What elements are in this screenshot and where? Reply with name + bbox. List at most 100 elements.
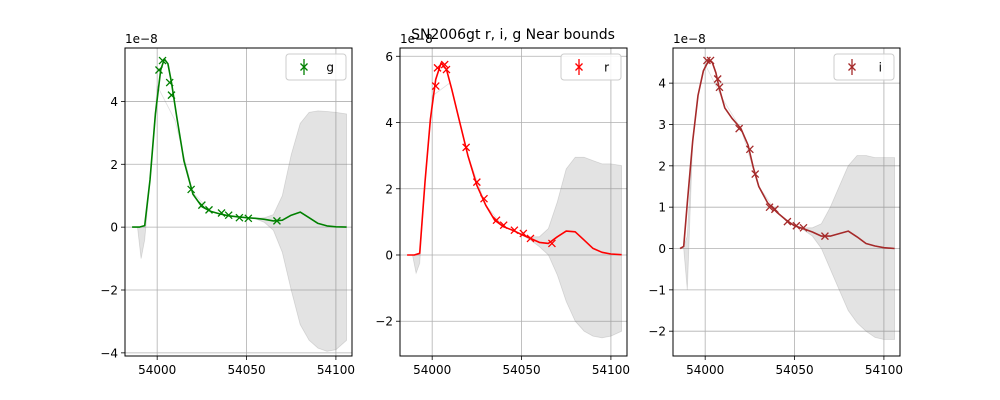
legend-label: r	[604, 61, 609, 75]
data-point-stroke	[272, 216, 281, 225]
data-point	[158, 56, 167, 65]
data-point	[155, 66, 163, 74]
data-point	[745, 145, 754, 154]
data-point	[770, 205, 779, 214]
data-point	[735, 124, 744, 133]
data-point-stroke	[480, 194, 488, 203]
data-point-stroke	[783, 217, 792, 226]
data-point-stroke	[442, 65, 451, 74]
data-point-stroke	[187, 185, 196, 194]
data-point-stroke	[197, 201, 206, 210]
data-point-stroke	[792, 221, 801, 230]
model-curve-g	[132, 58, 347, 228]
data-point-stroke	[167, 91, 176, 100]
y-tick-label: 0	[110, 221, 118, 235]
data-point	[751, 170, 760, 179]
data-point	[472, 178, 481, 187]
data-point-stroke	[224, 211, 233, 220]
uncertainty-band	[132, 84, 347, 352]
data-point-stroke	[735, 124, 744, 133]
data-point-stroke	[165, 78, 174, 87]
axes-frame	[124, 47, 353, 357]
data-point	[706, 56, 715, 65]
data-point	[272, 216, 281, 225]
data-point	[442, 65, 451, 74]
y-tick-label: −2	[648, 325, 666, 339]
y-tick-label: 2	[658, 159, 666, 173]
data-point	[235, 213, 244, 222]
plot-area	[132, 56, 347, 352]
data-point	[480, 194, 488, 203]
legend-label: i	[879, 61, 882, 75]
y-tick-label: 0	[385, 248, 393, 262]
data-point	[205, 205, 213, 214]
data-point-stroke	[462, 143, 471, 152]
x-tick-label: 54050	[502, 363, 540, 377]
plot-area	[678, 56, 895, 340]
legend-label: g	[326, 61, 334, 75]
data-point-stroke	[431, 82, 440, 91]
legend-marker	[300, 59, 308, 75]
data-point-stroke	[499, 221, 508, 230]
data-point	[703, 56, 711, 65]
y-tick-label: −2	[100, 284, 118, 298]
data-point-stroke	[526, 234, 535, 243]
panel-g-band: 54000 54050 54100 −4 −2 0 2 4 1e−8 g	[100, 32, 355, 377]
legend-box	[833, 53, 895, 81]
data-point	[715, 83, 724, 92]
data-point-stroke	[751, 170, 760, 179]
data-point	[783, 217, 792, 226]
data-point	[820, 232, 829, 241]
data-point-stroke	[765, 203, 774, 212]
data-point	[519, 229, 528, 238]
y-offset-text: 1e−8	[673, 32, 706, 46]
data-point-stroke	[217, 209, 226, 217]
plot-area	[407, 60, 622, 339]
axes-frame	[399, 47, 628, 357]
legend-marker-stroke	[300, 63, 308, 71]
data-point	[547, 239, 556, 248]
data-point	[526, 234, 535, 243]
data-point-stroke	[799, 223, 808, 232]
y-tick-label: 3	[658, 118, 666, 132]
x-tick-label: 54050	[775, 363, 813, 377]
data-point-stroke	[706, 56, 715, 65]
data-point-stroke	[547, 239, 556, 248]
legend-box	[285, 53, 347, 81]
legend-marker	[575, 59, 583, 75]
data-point-stroke	[244, 214, 253, 223]
data-point-stroke	[492, 216, 501, 225]
data-point	[799, 223, 808, 232]
data-point-stroke	[770, 205, 779, 214]
x-tick-label: 54000	[138, 363, 176, 377]
data-point	[499, 221, 508, 230]
data-point-stroke	[820, 232, 829, 241]
data-point-stroke	[713, 75, 722, 83]
data-point	[462, 143, 471, 152]
data-point	[224, 211, 233, 220]
model-curve-i	[679, 59, 895, 250]
data-point-stroke	[158, 56, 167, 65]
data-point-stroke	[519, 229, 528, 238]
legend-marker-stroke	[575, 63, 583, 71]
x-tick-label: 54100	[865, 363, 903, 377]
panel-i-band: 54000 54050 54100 −2 −1 0 1 2 3 4 1e−8 i	[648, 32, 903, 377]
data-point-stroke	[440, 60, 449, 69]
figure-title: SN2006gt r, i, g Near bounds	[411, 27, 615, 43]
y-tick-label: 2	[110, 158, 118, 172]
y-tick-label: 4	[385, 116, 393, 130]
data-point-stroke	[510, 226, 519, 235]
data-point	[765, 203, 774, 212]
data-point	[197, 201, 206, 210]
x-tick-label: 54050	[227, 363, 265, 377]
data-point-stroke	[155, 66, 163, 74]
legend-marker-stroke	[848, 63, 856, 71]
data-point	[165, 78, 174, 87]
data-point	[167, 91, 176, 100]
legend-box	[560, 53, 622, 81]
legend-marker	[848, 59, 856, 75]
y-tick-label: 6	[385, 50, 393, 64]
data-point-stroke	[472, 178, 481, 187]
